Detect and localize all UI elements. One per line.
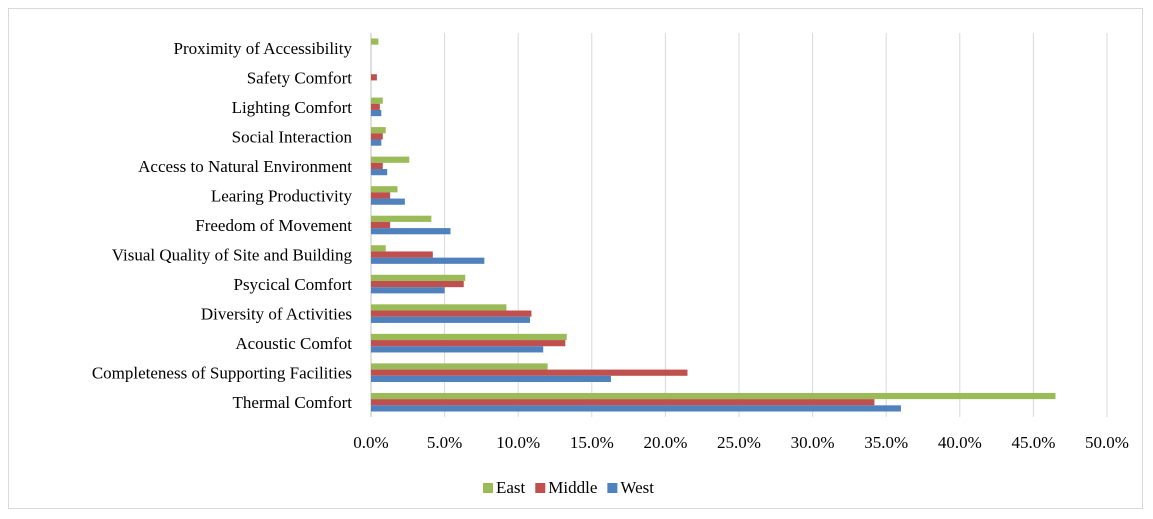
category-label: Thermal Comfort bbox=[233, 393, 353, 412]
category-label: Safety Comfort bbox=[247, 68, 353, 87]
bar-east bbox=[371, 215, 432, 222]
category-label: Access to Natural Environment bbox=[138, 157, 352, 176]
bar-middle bbox=[371, 369, 688, 376]
bar-east bbox=[371, 186, 398, 193]
category-label: Proximity of Accessibility bbox=[174, 39, 353, 58]
bar-middle bbox=[371, 192, 391, 199]
bar-middle bbox=[371, 310, 532, 317]
bar-east bbox=[371, 97, 383, 104]
legend-label-middle: Middle bbox=[548, 478, 597, 497]
bar-middle bbox=[371, 399, 875, 406]
bar-middle bbox=[371, 280, 464, 288]
x-tick-label: 5.0% bbox=[427, 433, 462, 452]
legend-swatch-east bbox=[483, 483, 493, 493]
bar-east bbox=[371, 363, 548, 370]
x-tick-label: 0.0% bbox=[353, 433, 388, 452]
legend-swatch-middle bbox=[535, 483, 546, 493]
x-tick-label: 15.0% bbox=[570, 433, 614, 452]
bar-middle bbox=[371, 74, 377, 81]
bar-west bbox=[371, 139, 382, 146]
category-label: Visual Quality of Site and Building bbox=[112, 246, 353, 265]
bar-west bbox=[371, 346, 544, 353]
x-tick-label: 30.0% bbox=[791, 433, 835, 452]
bar-middle bbox=[371, 221, 391, 229]
bar-west bbox=[371, 198, 405, 205]
bar-middle bbox=[371, 162, 383, 170]
chart-frame bbox=[8, 8, 1143, 509]
bar-west bbox=[371, 316, 530, 323]
x-tick-label: 50.0% bbox=[1085, 433, 1129, 452]
bar-west bbox=[371, 228, 451, 235]
x-tick-label: 25.0% bbox=[717, 433, 761, 452]
bar-middle bbox=[371, 251, 433, 258]
bar-east bbox=[371, 304, 507, 311]
bar-west bbox=[371, 257, 485, 264]
bar-west bbox=[371, 169, 388, 176]
bar-east bbox=[371, 38, 379, 45]
category-label: Psycical Comfort bbox=[233, 275, 352, 294]
bar-middle bbox=[371, 133, 383, 140]
x-tick-label: 40.0% bbox=[938, 433, 982, 452]
legend-label-east: East bbox=[496, 478, 526, 497]
x-tick-label: 10.0% bbox=[496, 433, 540, 452]
x-tick-label: 20.0% bbox=[643, 433, 687, 452]
x-tick-label: 35.0% bbox=[864, 433, 908, 452]
category-label: Social Interaction bbox=[232, 127, 353, 146]
bar-west bbox=[371, 109, 382, 117]
category-label: Diversity of Activities bbox=[201, 305, 352, 324]
bar-east bbox=[371, 127, 386, 134]
bar-east bbox=[371, 392, 1056, 400]
category-label: Freedom of Movement bbox=[195, 216, 352, 235]
bar-west bbox=[371, 405, 901, 412]
x-tick-label: 45.0% bbox=[1011, 433, 1055, 452]
bar-middle bbox=[371, 103, 380, 110]
legend-label-west: West bbox=[620, 478, 654, 497]
category-label: Lighting Comfort bbox=[232, 98, 353, 117]
legend-swatch-west bbox=[607, 483, 618, 493]
category-label: Completeness of Supporting Facilities bbox=[92, 364, 352, 383]
bar-middle bbox=[371, 340, 566, 347]
bar-west bbox=[371, 287, 445, 294]
bar-east bbox=[371, 274, 466, 281]
bar-west bbox=[371, 375, 611, 382]
bar-east bbox=[371, 333, 567, 341]
category-label: Acoustic Comfot bbox=[235, 334, 352, 353]
bar-east bbox=[371, 245, 386, 252]
bar-east bbox=[371, 156, 410, 163]
category-label: Learing Productivity bbox=[211, 186, 353, 205]
